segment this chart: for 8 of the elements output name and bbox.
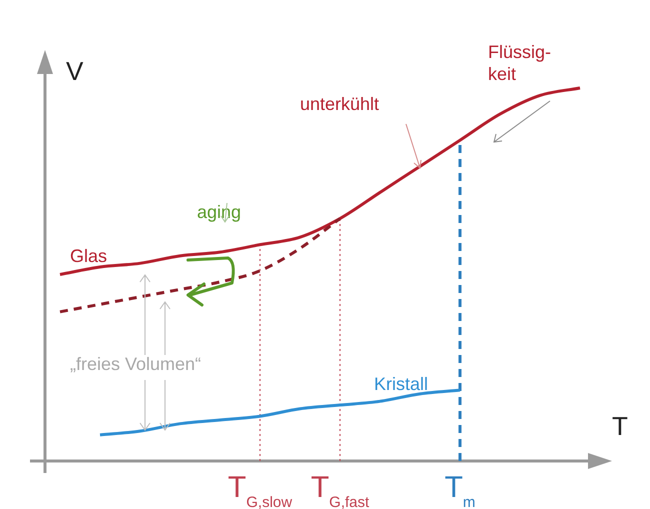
annotation: unterkühlt <box>300 94 380 114</box>
annotation: aging <box>197 202 242 222</box>
annotation: „freies Volumen“ <box>70 354 202 374</box>
y-axis-title: V <box>66 56 84 86</box>
annotation: Kristall <box>374 374 428 394</box>
text: Flüssig- keit <box>488 42 552 84</box>
x-axis-title: T <box>612 411 628 441</box>
annotation: Glas <box>70 246 108 266</box>
